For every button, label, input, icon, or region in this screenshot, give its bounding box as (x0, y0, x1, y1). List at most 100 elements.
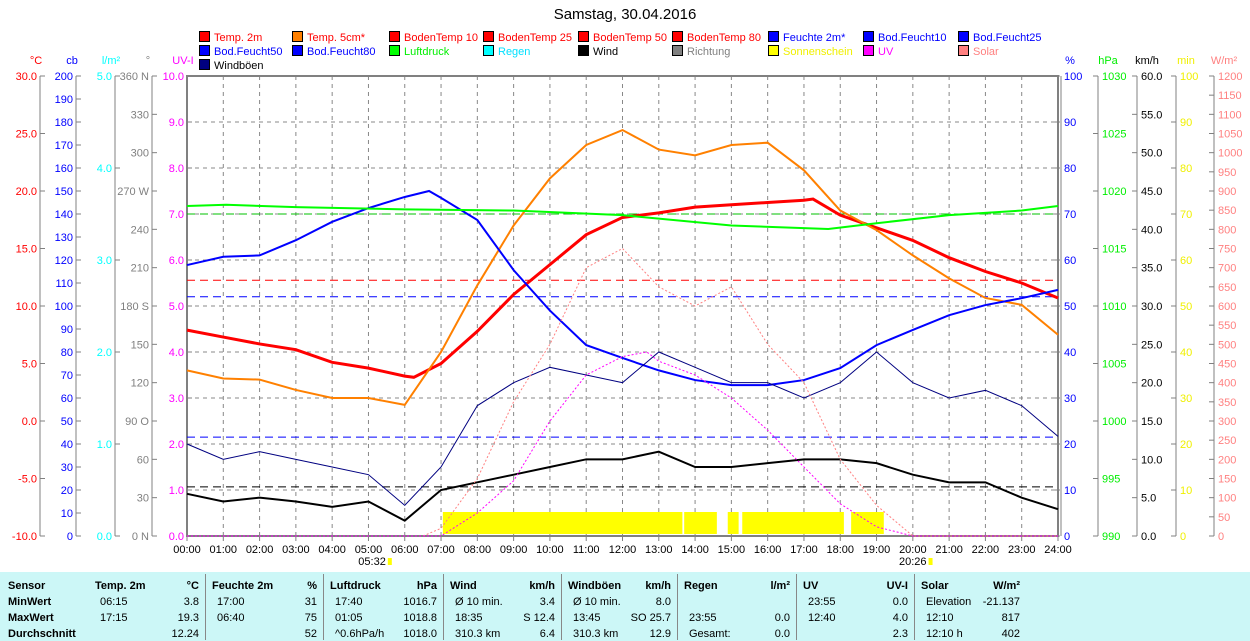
axis-tick-label: 1005 (1102, 359, 1126, 371)
axis-tick-label: 80 (1180, 163, 1192, 175)
legend-swatch (578, 31, 589, 42)
table-header-label: Regen (684, 580, 718, 592)
axis-tick-label: 5.0 (97, 71, 112, 83)
axis-tick-label: 20.0 (16, 186, 37, 198)
legend-label: Luftdruck (404, 46, 450, 58)
x-tick-label: 05:00 (355, 544, 383, 556)
axis-tick-label: 60 (1064, 255, 1076, 267)
x-tick-label: 01:00 (210, 544, 238, 556)
axis-tick-label: 90 (61, 324, 73, 336)
legend-swatch (389, 31, 400, 42)
table-cell-time: ^0.6hPa/h (335, 628, 385, 640)
x-tick-label: 24:00 (1044, 544, 1072, 556)
axis-tick-label: 10 (1064, 485, 1076, 497)
x-tick-label: 18:00 (826, 544, 854, 556)
legend-item: Temp. 2m (199, 31, 262, 44)
axis-tick-label: 100 (1064, 71, 1082, 83)
axis-tick-label: 20 (1180, 439, 1192, 451)
legend-swatch (292, 45, 303, 56)
axis-tick-label: 1025 (1102, 129, 1126, 141)
legend-label: Bod.Feucht10 (878, 32, 947, 44)
x-tick-label: 04:00 (318, 544, 346, 556)
legend-item: Bod.Feucht50 (199, 45, 283, 58)
axis-tick-label: -10.0 (12, 531, 37, 543)
axis-tick-label: 90 (1064, 117, 1076, 129)
table-cell-value: 31 (304, 596, 317, 608)
legend-swatch (389, 45, 400, 56)
legend-item: Bod.Feucht10 (863, 31, 947, 44)
axis-tick-label: 40 (1180, 347, 1192, 359)
legend-label: BodenTemp 50 (593, 32, 667, 44)
axis-tick-label: 60 (137, 454, 149, 466)
table-header-label: Luftdruck (330, 580, 381, 592)
x-tick-label: 06:00 (391, 544, 419, 556)
axis-unit-label: ° (146, 55, 150, 67)
column-separator (914, 574, 915, 640)
axis-tick-label: 60 (1180, 255, 1192, 267)
legend-swatch (483, 45, 494, 56)
axis-tick-label: 1.0 (97, 439, 112, 451)
table-header-label: Wind (450, 580, 477, 592)
axis-tick-label: 4.0 (169, 347, 184, 359)
table-cell-value: S 12.4 (523, 612, 555, 624)
axis-tick-label: 6.0 (169, 255, 184, 267)
axis-tick-label: 250 (1218, 435, 1236, 447)
axis-tick-label: 140 (55, 209, 73, 221)
axis-tick-label: 350 (1218, 397, 1236, 409)
axis-tick-label: 160 (55, 163, 73, 175)
axis-tick-label: 30 (61, 462, 73, 474)
sunshine-bar (742, 512, 844, 534)
axis-tick-label: 400 (1218, 378, 1236, 390)
axis-tick-label: 150 (131, 339, 149, 351)
axis-tick-label: 30 (1180, 393, 1192, 405)
axis-tick-label: 750 (1218, 244, 1236, 256)
column-separator (443, 574, 444, 640)
legend-swatch (958, 45, 969, 56)
table-cell-time: Ø 10 min. (455, 596, 503, 608)
table-cell-time: 01:05 (335, 612, 363, 624)
legend-swatch (672, 45, 683, 56)
axis-tick-label: 90 (1180, 117, 1192, 129)
x-tick-label: 23:00 (1008, 544, 1036, 556)
table-cell-time: 06:40 (217, 612, 245, 624)
axis-tick-label: 0 (1180, 531, 1186, 543)
legend-label: Feuchte 2m* (783, 32, 846, 44)
table-header-sensor: Sensor (8, 580, 46, 592)
table-cell-value: 12.24 (171, 628, 199, 640)
axis-tick-label: 25.0 (1141, 339, 1162, 351)
table-cell-time: 310.3 km (573, 628, 619, 640)
table-header-label: Solar (921, 580, 949, 592)
legend-swatch (199, 31, 210, 42)
axis-tick-label: 120 (55, 255, 73, 267)
axis-tick-label: 55.0 (1141, 109, 1162, 121)
legend-label: Wind (593, 46, 619, 58)
table-row-label: MaxWert (8, 612, 54, 624)
axis-unit-label: °C (30, 55, 42, 67)
axis-unit-label: min (1177, 55, 1195, 67)
x-tick-label: 15:00 (718, 544, 746, 556)
axis-tick-label: 1010 (1102, 301, 1126, 313)
axis-unit-label: l/m² (102, 55, 121, 67)
axis-tick-label: 15.0 (16, 244, 37, 256)
axis-tick-label: 10 (1180, 485, 1192, 497)
axis-tick-label: 5.0 (169, 301, 184, 313)
legend-swatch (863, 45, 874, 56)
legend-item: BodenTemp 25 (483, 31, 572, 44)
axis-tick-label: 0 (1064, 531, 1070, 543)
axis-tick-label: 1000 (1218, 148, 1242, 160)
axis-tick-label: 950 (1218, 167, 1236, 179)
sunshine-bar (442, 512, 683, 534)
axis-tick-label: 40 (1064, 347, 1076, 359)
table-cell-time: 12:10 (926, 612, 954, 624)
axis-tick-label: 90 O (125, 416, 149, 428)
legend-label: Bod.Feucht80 (307, 46, 376, 58)
axis-tick-label: 5.0 (22, 359, 37, 371)
axis-unit-label: % (1065, 55, 1075, 67)
sunshine-bar (727, 512, 739, 534)
legend-swatch (863, 31, 874, 42)
table-header-unit: °C (186, 580, 199, 592)
axis-tick-label: 2.0 (169, 439, 184, 451)
axis-tick-label: 10.0 (163, 71, 184, 83)
table-cell-value: 75 (304, 612, 317, 624)
axis-tick-label: 25.0 (16, 129, 37, 141)
